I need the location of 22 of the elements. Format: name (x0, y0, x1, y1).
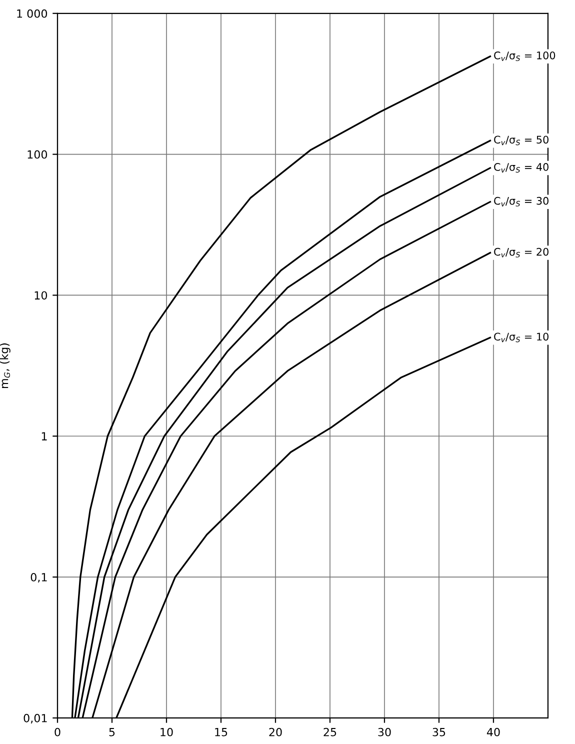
y-axis-title: m$_{G}$, (kg) (0, 343, 10, 388)
y-tick-label: 10 (34, 291, 48, 300)
x-tick-label: 30 (378, 728, 391, 736)
x-tick-label: 15 (215, 728, 228, 736)
x-tick-label: 35 (432, 728, 446, 736)
y-tick-label: 0,1 (30, 573, 47, 583)
series-label: C$_{v}$/σ$_{S}$ = 40 (494, 163, 548, 173)
x-tick-label: 0 (54, 728, 60, 736)
x-tick-label: 20 (269, 728, 282, 736)
x-tick-label: 40 (486, 728, 500, 736)
x-tick-label: 5 (109, 728, 115, 736)
series-label: C$_{v}$/σ$_{S}$ = 20 (494, 248, 548, 258)
series-label: C$_{v}$/σ$_{S}$ = 30 (494, 196, 548, 206)
series-label: C$_{v}$/σ$_{S}$ = 50 (494, 136, 548, 146)
y-tick-label: 1 000 (17, 9, 48, 18)
y-tick-label: 100 (28, 150, 48, 159)
y-tick-label: 1 (42, 432, 47, 440)
series-label: C$_{v}$/σ$_{S}$ = 100 (494, 51, 556, 62)
x-tick-label: 10 (160, 728, 173, 736)
x-tick-label: 25 (324, 728, 336, 736)
y-tick-label: 0,01 (24, 714, 47, 724)
series-label: C$_{v}$/σ$_{S}$ = 10 (494, 332, 548, 342)
